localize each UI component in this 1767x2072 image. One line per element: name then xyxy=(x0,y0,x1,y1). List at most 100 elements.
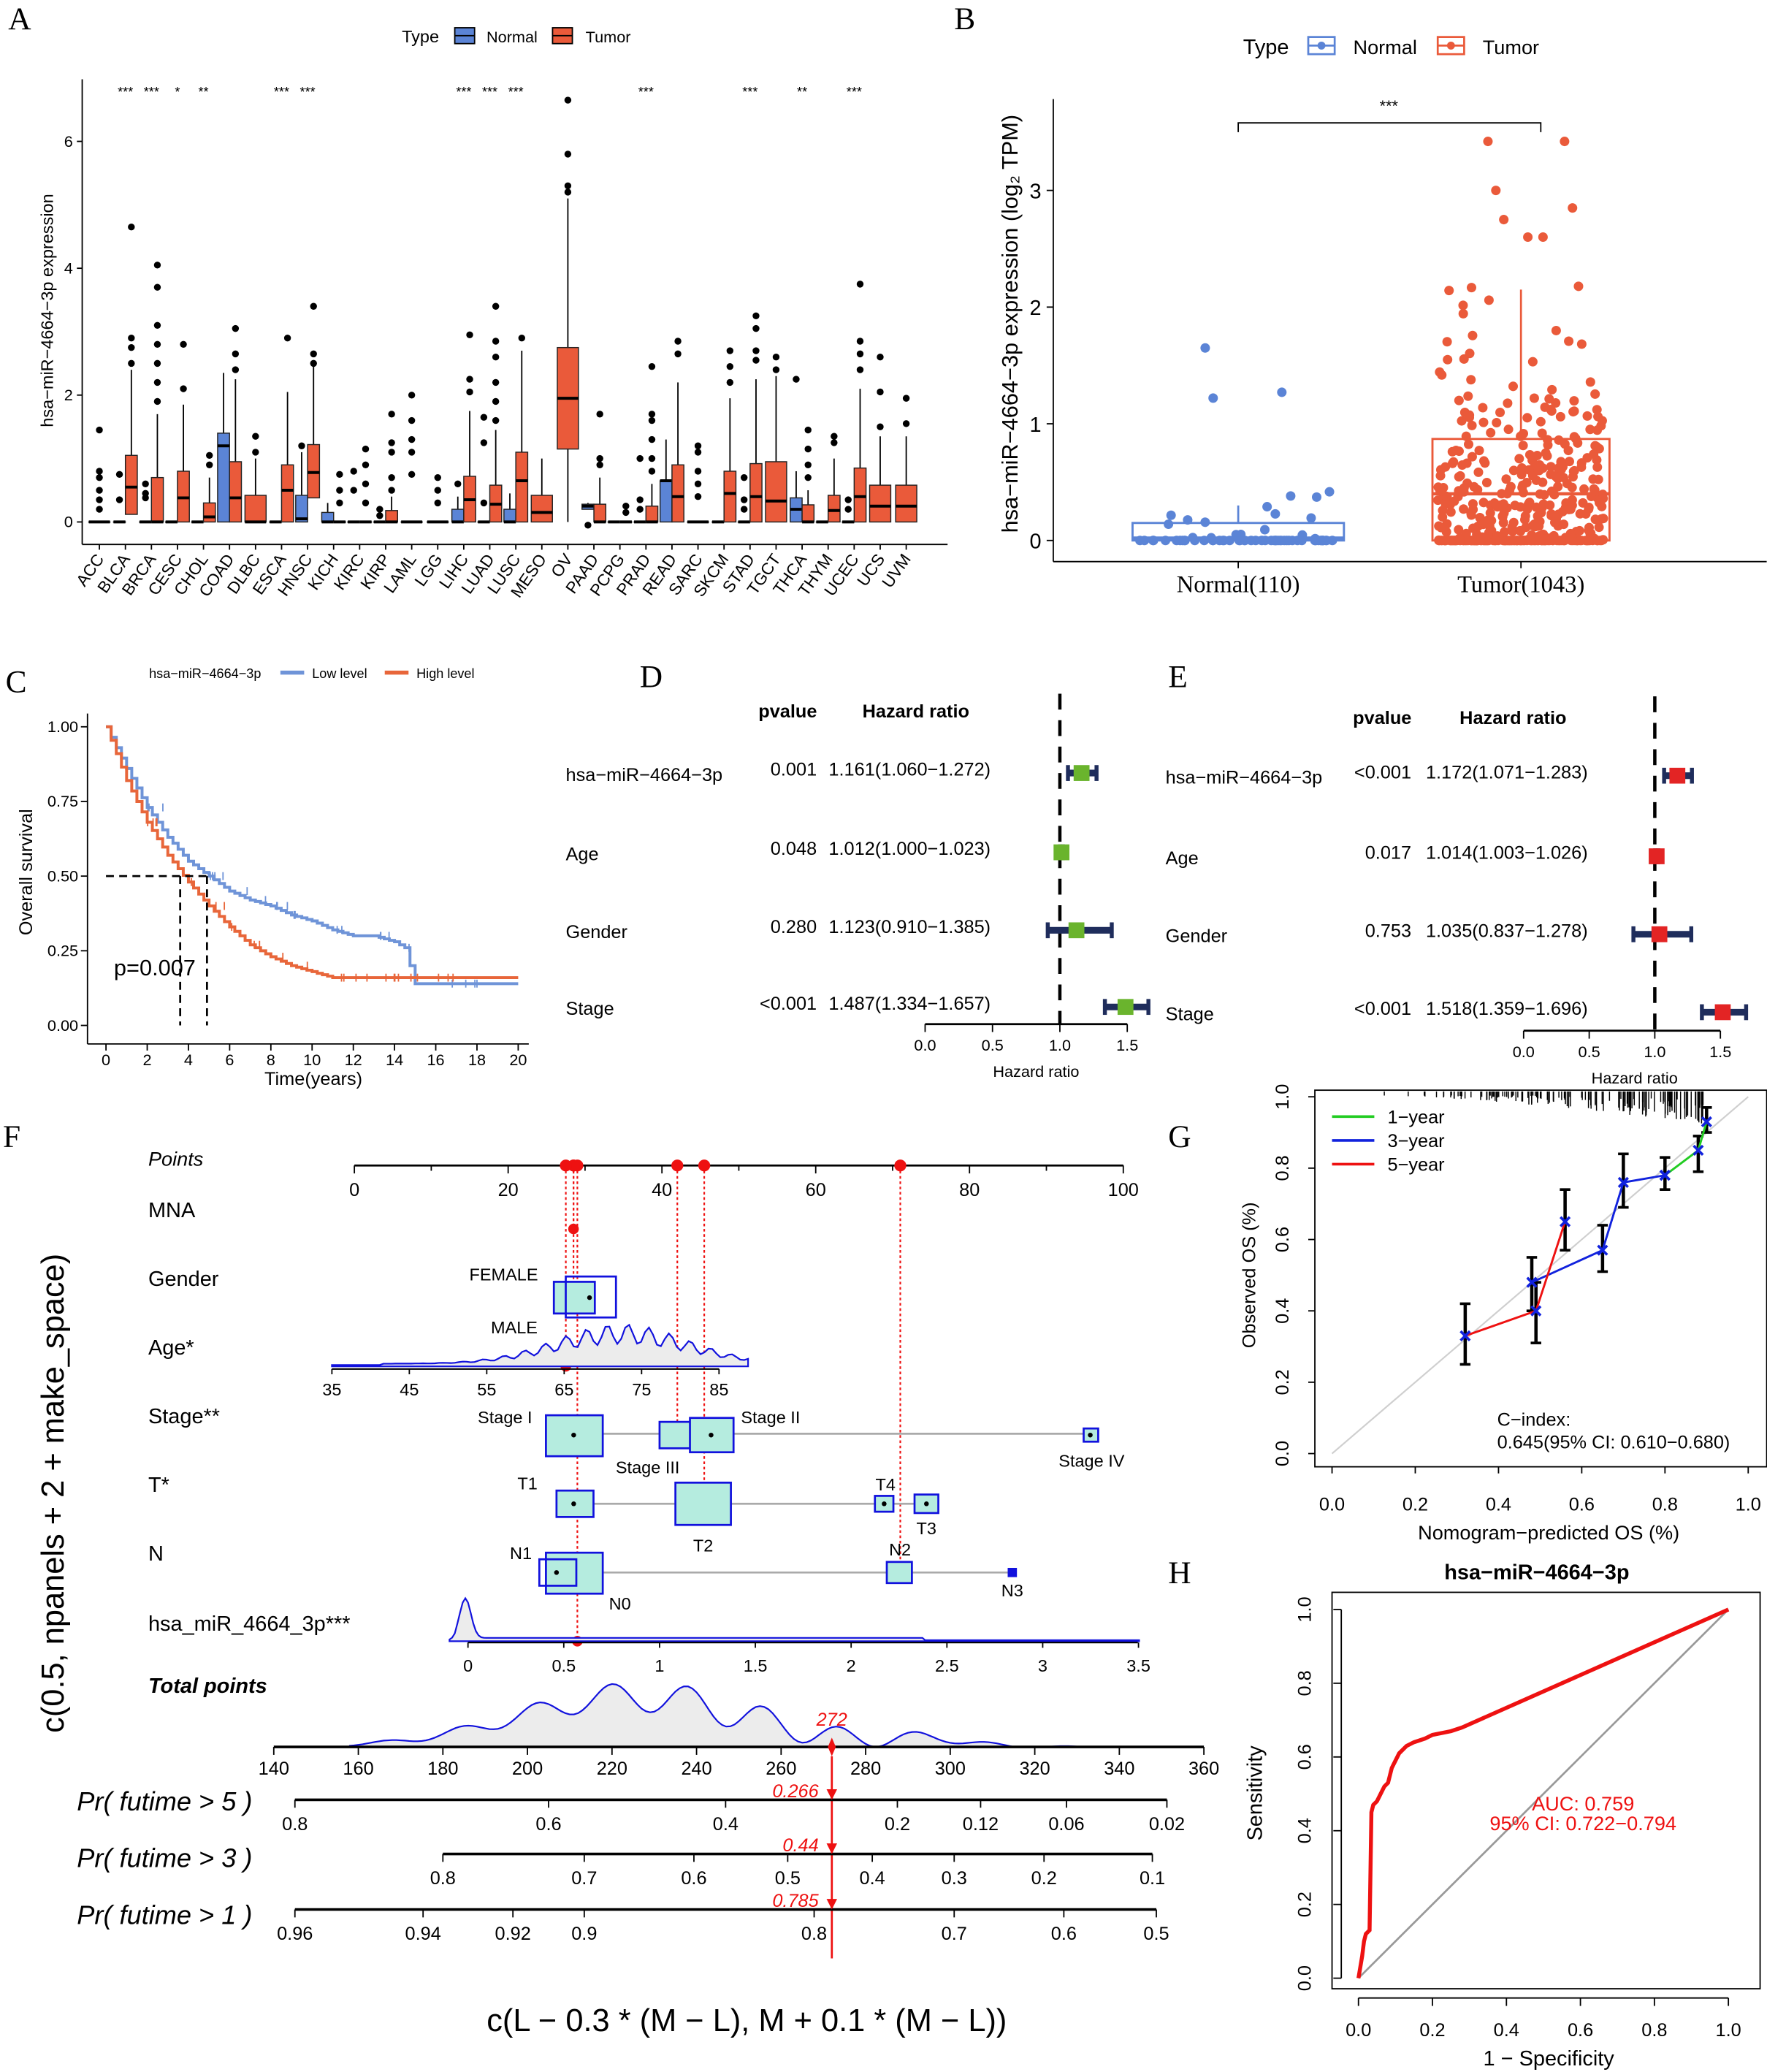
panel-e-forest: pvalue Hazard ratio hsa−miR−4664−3p <0.001 1… xyxy=(1166,696,1749,1087)
tumor-point xyxy=(1492,417,1502,428)
points-tick-label: 60 xyxy=(806,1180,826,1200)
mirna-tick-label: 2 xyxy=(847,1656,856,1675)
tumor-point xyxy=(1459,504,1469,514)
stad-normal-outlier xyxy=(740,496,748,503)
tgct-tumor-outlier xyxy=(772,366,780,373)
blca-tumor-box xyxy=(124,454,138,515)
tumor-point xyxy=(1565,528,1576,538)
dlbc-tumor-box xyxy=(244,495,267,523)
x-tick-label: 0.5 xyxy=(1579,1043,1600,1061)
normal-point xyxy=(1164,519,1174,529)
skcm-tumor-box xyxy=(723,471,737,523)
hazard-ratio-text-stage: 1.487(1.334−1.657) xyxy=(828,994,991,1014)
probability-0-label: Pr( futime > 5 ) xyxy=(77,1786,252,1816)
x-tick-label: 1.0 xyxy=(1049,1036,1071,1054)
tumor-point xyxy=(1491,186,1501,196)
side-axis-label: c(0.5, npanels + 2 + make_space) xyxy=(36,1254,71,1733)
acc-tumor-outlier xyxy=(96,473,103,481)
probability-0-tick-label: 0.06 xyxy=(1048,1814,1084,1835)
tumor-point xyxy=(1458,300,1468,311)
stad-normal-outlier xyxy=(740,473,748,481)
stage-label-iii: Stage III xyxy=(616,1458,680,1477)
tumor-point xyxy=(1567,482,1577,492)
ucec-normal-outlier xyxy=(844,496,852,503)
hazard-ratio-text-stage: 1.518(1.359−1.696) xyxy=(1426,999,1588,1019)
stage-label-iv: Stage IV xyxy=(1058,1452,1124,1471)
brca-tumor-outlier xyxy=(153,321,161,329)
coad-tumor-outlier xyxy=(232,350,240,358)
tumor-point xyxy=(1510,500,1520,511)
row-label-n: N xyxy=(148,1542,164,1566)
significance-stad: *** xyxy=(742,85,757,99)
hnsc-tumor-outlier xyxy=(310,302,317,310)
p-value-gender: 0.753 xyxy=(1365,921,1411,941)
tumor-point xyxy=(1486,427,1496,438)
chol-tumor-outlier xyxy=(206,461,213,468)
tumor-point xyxy=(1576,339,1587,349)
x-tick-label: 0.0 xyxy=(1346,2020,1371,2041)
selected-point-dot xyxy=(560,1159,572,1172)
series-1-line xyxy=(1531,1174,1665,1284)
x-tick-label: 0 xyxy=(102,1051,110,1069)
auc-label: AUC: 0.759 xyxy=(1532,1792,1634,1815)
hazard-ratio-text-gender: 1.123(0.910−1.385) xyxy=(828,917,991,937)
y-axis-label: hsa−miR−4664−3p expression (log₂ TPM) xyxy=(997,115,1023,533)
hazard-ratio-text-hsa-mir-4664-3p: 1.172(1.071−1.283) xyxy=(1426,762,1588,782)
tumor-point xyxy=(1449,496,1459,506)
brca-normal-outlier xyxy=(142,494,149,502)
prad-normal-outlier xyxy=(636,454,644,462)
stad-tumor-outlier xyxy=(752,357,760,364)
acc-tumor-outlier xyxy=(96,506,103,513)
tumor-point xyxy=(1588,474,1598,484)
probability-1-tick-label: 0.5 xyxy=(775,1868,801,1889)
n-level-dot xyxy=(554,1570,560,1575)
normal-point xyxy=(1270,509,1281,519)
total-points-tick-label: 140 xyxy=(259,1759,289,1779)
tumor-point xyxy=(1568,203,1578,213)
x-tick-label: 0.0 xyxy=(1319,1494,1345,1515)
kirc-normal-outlier xyxy=(350,487,357,494)
n-label-n2: N2 xyxy=(889,1540,911,1559)
row-label-stage: Stage xyxy=(566,999,614,1019)
roc-curve xyxy=(1356,1607,1730,1979)
tumor-point xyxy=(1518,441,1528,451)
dlbc-tumor-outlier xyxy=(252,433,259,440)
row-label-gender: Gender xyxy=(566,922,628,942)
ov-tumor-outlier xyxy=(564,151,572,158)
p-value-hsa-mir-4664-3p: 0.001 xyxy=(771,760,817,780)
row-label-stage: Stage xyxy=(1166,1004,1214,1024)
significance-blca: *** xyxy=(118,85,133,99)
x-tick-label: 0.4 xyxy=(1494,2020,1519,2041)
tumor-point xyxy=(1560,137,1570,147)
y-tick-label: 2 xyxy=(64,386,73,404)
lihc-tumor-outlier xyxy=(466,331,473,339)
tumor-point xyxy=(1568,407,1579,417)
calibration-point-cross-marker xyxy=(1597,1244,1608,1256)
tumor-point xyxy=(1457,460,1468,471)
age-tick-label: 65 xyxy=(554,1380,573,1399)
tumor-point xyxy=(1569,465,1579,476)
kirc-tumor-outlier xyxy=(362,445,370,453)
x-tick-label: 1.5 xyxy=(1116,1036,1138,1054)
y-tick-label: 0.2 xyxy=(1295,1892,1316,1917)
uvm-tumor-outlier xyxy=(902,395,910,402)
ucec-tumor-outlier xyxy=(856,281,864,288)
acc-tumor-outlier xyxy=(96,426,103,434)
tgct-tumor-box xyxy=(765,461,787,523)
row-label-points: Points xyxy=(148,1147,203,1170)
tumor-point xyxy=(1516,470,1527,480)
tumor-point xyxy=(1466,375,1476,385)
hazard-ratio-text-hsa-mir-4664-3p: 1.161(1.060−1.272) xyxy=(828,760,991,780)
tumor-point xyxy=(1522,413,1533,423)
mirna-density xyxy=(449,1596,1140,1642)
thca-tumor-outlier xyxy=(804,461,812,468)
tumor-point xyxy=(1543,440,1553,450)
luad-normal-outlier xyxy=(480,439,488,446)
prad-tumor-outlier xyxy=(648,454,656,462)
chance-diagonal xyxy=(1357,1609,1730,1979)
ucec-tumor-outlier xyxy=(856,366,864,373)
hazard-ratio-marker-age xyxy=(1649,848,1665,864)
tumor-point xyxy=(1468,330,1478,340)
y-axis-label: Overall survival xyxy=(16,809,37,935)
